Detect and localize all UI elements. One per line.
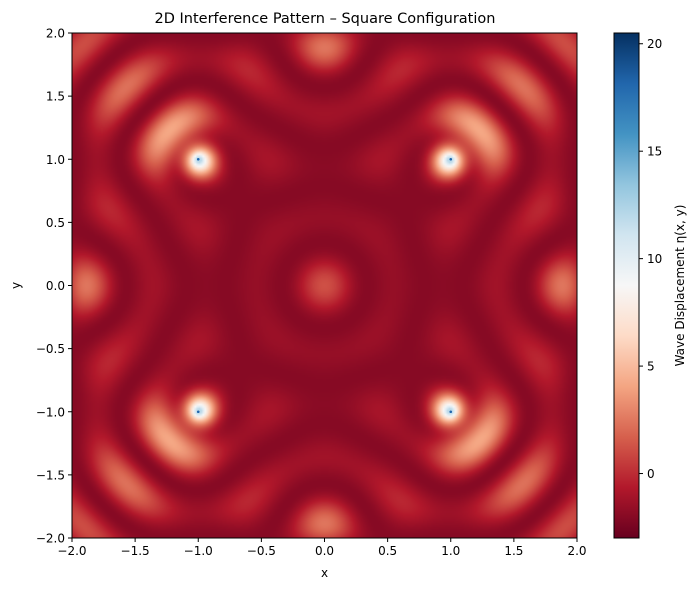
y-tick-label: 0.5 bbox=[46, 216, 65, 230]
colorbar-tick-label: 10 bbox=[647, 252, 662, 266]
colorbar-gradient bbox=[613, 32, 640, 539]
y-axis: −2.0 −1.5 −1.0 −0.5 0.0 0.5 1.0 1.5 2.0 bbox=[36, 27, 72, 546]
x-tick-label: 0.5 bbox=[378, 544, 397, 558]
y-tick-label: 1.0 bbox=[46, 153, 65, 167]
colorbar-tick-label: 15 bbox=[647, 145, 662, 159]
x-tick-label: 1.0 bbox=[441, 544, 460, 558]
colorbar-tick-label: 0 bbox=[647, 467, 655, 481]
colorbar-label: Wave Displacement η(x, y) bbox=[673, 205, 687, 367]
x-tick-label: −1.0 bbox=[184, 544, 213, 558]
colorbar: 0 5 10 15 20 Wave Displacement η(x, y) bbox=[613, 32, 687, 539]
x-tick-label: 1.5 bbox=[504, 544, 523, 558]
colorbar-tick-label: 20 bbox=[647, 37, 662, 51]
x-axis: −2.0 −1.5 −1.0 −0.5 0.0 0.5 1.0 1.5 2.0 bbox=[57, 538, 587, 558]
source-point bbox=[196, 410, 200, 414]
y-tick-label: −0.5 bbox=[36, 342, 65, 356]
source-point bbox=[449, 157, 453, 161]
y-tick-label: −1.0 bbox=[36, 405, 65, 419]
y-tick-label: 2.0 bbox=[46, 27, 65, 41]
x-tick-label: −2.0 bbox=[57, 544, 86, 558]
x-tick-label: −0.5 bbox=[247, 544, 276, 558]
x-axis-label: x bbox=[321, 566, 328, 580]
source-point bbox=[196, 157, 200, 161]
x-tick-label: −1.5 bbox=[121, 544, 150, 558]
y-tick-label: 1.5 bbox=[46, 90, 65, 104]
y-tick-label: −2.0 bbox=[36, 532, 65, 546]
source-point bbox=[449, 410, 453, 414]
y-tick-label: −1.5 bbox=[36, 468, 65, 482]
y-axis-label: y bbox=[9, 282, 23, 289]
plot-area bbox=[71, 32, 578, 539]
x-tick-label: 0.0 bbox=[315, 544, 334, 558]
chart-title: 2D Interference Pattern – Square Configu… bbox=[155, 11, 496, 27]
x-tick-label: 2.0 bbox=[567, 544, 586, 558]
heatmap-image bbox=[72, 33, 577, 538]
y-tick-label: 0.0 bbox=[46, 279, 65, 293]
colorbar-tick-label: 5 bbox=[647, 360, 655, 374]
